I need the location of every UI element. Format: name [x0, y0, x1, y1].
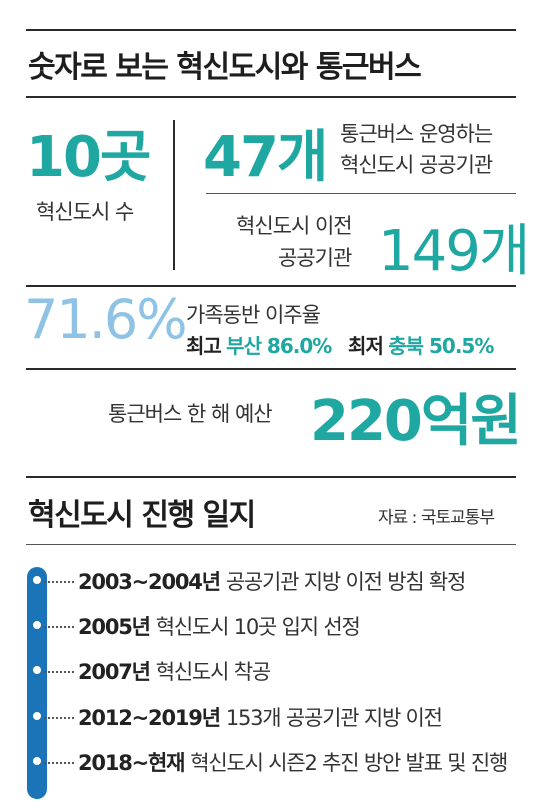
relocated-count: 149개	[378, 219, 530, 284]
timeline-year: 2007년	[78, 660, 151, 684]
bus-agencies-count: 47개	[203, 125, 328, 190]
cities-label: 혁신도시 수	[36, 200, 134, 224]
leader-dots	[44, 626, 74, 628]
leader-dots	[44, 671, 74, 673]
budget-label: 통근버스 한 해 예산	[108, 402, 273, 426]
relocated-label-2: 공공기관	[278, 246, 352, 270]
leader-dots	[44, 581, 74, 583]
rule-2	[26, 285, 516, 287]
leader-dots	[44, 717, 74, 719]
timeline-dot	[30, 618, 44, 632]
min-label: 최저	[348, 334, 384, 358]
timeline-text: 혁신도시 착공	[155, 660, 271, 684]
timeline-item: 2018~현재 혁신도시 시즌2 추진 방안 발표 및 진행	[44, 747, 508, 777]
section2-title-rule	[26, 544, 516, 545]
relocated-label-1: 혁신도시 이전	[236, 214, 353, 238]
timeline-dot	[30, 663, 44, 677]
title-rule	[26, 96, 516, 98]
timeline-text: 혁신도시 10곳 입지 선정	[155, 615, 361, 639]
vertical-divider	[173, 120, 175, 270]
section2-top-rule	[26, 476, 516, 478]
timeline-year: 2018~현재	[78, 751, 186, 775]
timeline-dot	[30, 709, 44, 723]
timeline-item: 2003~2004년 공공기관 지방 이전 방침 확정	[44, 566, 467, 596]
inner-rule	[206, 193, 516, 194]
timeline-dot	[30, 754, 44, 768]
rule-3	[26, 368, 516, 370]
timeline-text: 혁신도시 시즌2 추진 방안 발표 및 진행	[190, 751, 508, 775]
bus-agencies-label-2: 혁신도시 공공기관	[340, 153, 493, 177]
timeline-text: 공공기관 지방 이전 방침 확정	[225, 570, 467, 594]
max-min-line: 최고 부산 86.0% 최저 충북 50.5%	[186, 330, 494, 359]
top-rule	[26, 29, 516, 31]
timeline-dot	[30, 573, 44, 587]
leader-dots	[44, 762, 74, 764]
max-region: 부산 86.0%	[226, 334, 332, 358]
timeline-item: 2012~2019년 153개 공공기관 지방 이전	[44, 702, 443, 732]
cities-count: 10곳	[26, 125, 151, 190]
budget-value: 220억원	[310, 389, 522, 454]
timeline-year: 2012~2019년	[78, 706, 221, 730]
source-note: 자료 : 국토교통부	[378, 508, 495, 528]
min-region: 충북 50.5%	[388, 334, 494, 358]
family-rate: 71.6%	[24, 288, 188, 351]
max-label: 최고	[186, 334, 222, 358]
timeline-text: 153개 공공기관 지방 이전	[225, 706, 443, 730]
section1-title: 숫자로 보는 혁신도시와 통근버스	[28, 50, 422, 85]
section2-title: 혁신도시 진행 일지	[28, 498, 256, 533]
timeline-item: 2007년 혁신도시 착공	[44, 656, 271, 686]
timeline-year: 2005년	[78, 615, 151, 639]
timeline-year: 2003~2004년	[78, 570, 221, 594]
timeline-item: 2005년 혁신도시 10곳 입지 선정	[44, 611, 361, 641]
family-rate-label: 가족동반 이주율	[186, 303, 321, 327]
bus-agencies-label-1: 통근버스 운영하는	[340, 122, 493, 146]
